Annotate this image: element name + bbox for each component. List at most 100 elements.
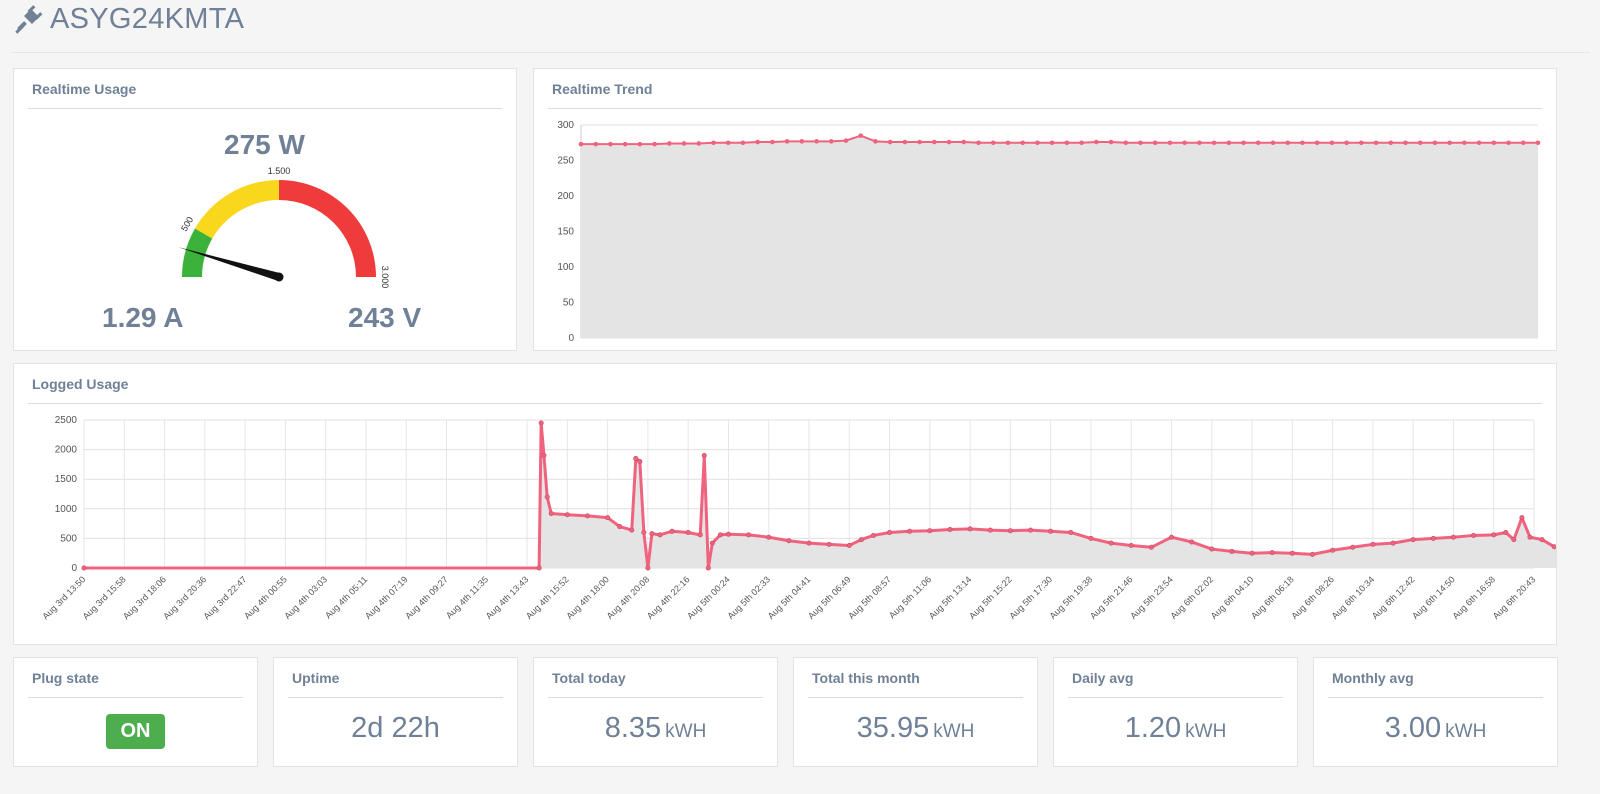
logged-point: [605, 515, 611, 521]
logged-point: [1539, 537, 1545, 543]
gauge-tick-label: 1.500: [268, 167, 291, 176]
trend-point: [608, 141, 613, 147]
trend-point: [1049, 140, 1055, 146]
trend-point: [873, 139, 878, 144]
trend-point: [946, 139, 952, 145]
logged-point: [766, 534, 772, 540]
total-month-panel: Total this month 35.95 kWH: [793, 657, 1038, 767]
trend-point: [622, 141, 628, 147]
trend-point: [1094, 139, 1099, 145]
trend-point: [1108, 139, 1114, 145]
trend-point: [1506, 140, 1511, 146]
logged-point: [1229, 548, 1235, 554]
trend-point: [902, 139, 908, 145]
logged-point: [1108, 540, 1114, 546]
trend-point: [990, 140, 996, 146]
x-tick-label: Aug 4th 09:27: [403, 574, 450, 621]
trend-point: [1138, 140, 1143, 146]
trend-point: [711, 140, 716, 146]
logged-point: [538, 420, 544, 426]
logged-point: [1350, 544, 1356, 550]
gauge-needle: [178, 247, 281, 281]
gauge-tick-label: 500: [179, 215, 195, 233]
trend-point: [593, 141, 599, 147]
logged-point: [927, 528, 933, 534]
logged-point: [987, 527, 993, 533]
trend-point: [1079, 140, 1084, 146]
daily-avg-panel: Daily avg 1.20 kWH: [1053, 657, 1298, 767]
logged-point: [697, 532, 703, 538]
logged-point: [584, 513, 590, 519]
y-tick-label: 0: [71, 563, 77, 574]
trend-point: [887, 139, 893, 145]
logged-point: [870, 532, 876, 538]
logged-point: [1309, 551, 1315, 557]
trend-point: [961, 139, 967, 145]
y-tick-label: 2500: [55, 415, 78, 426]
trend-point: [932, 139, 937, 145]
logged-usage-panel: Logged Usage Aug 3rd 13:50 Aug 3rd 15:58 A…: [13, 363, 1557, 645]
trend-point: [1211, 140, 1217, 146]
logged-point: [1503, 529, 1509, 535]
logged-point: [1048, 528, 1054, 534]
trend-point: [1359, 140, 1364, 146]
total-today-panel: Total today 8.35 kWH: [533, 657, 778, 767]
logged-point: [629, 527, 635, 533]
logged-point: [633, 455, 639, 461]
logged-point: [1189, 539, 1195, 545]
plug-state-toggle[interactable]: ON: [106, 714, 165, 749]
monthly-avg-value: 3.00 kWH: [1384, 712, 1487, 744]
logged-point: [536, 565, 542, 571]
logged-point: [548, 511, 554, 517]
logged-point: [887, 529, 893, 535]
logged-point: [705, 565, 711, 571]
page-header: ASYG24KMTA: [12, 0, 1590, 53]
trend-point: [843, 138, 849, 143]
trend-point: [1255, 140, 1261, 146]
plug-state-panel: Plug state ON: [13, 657, 258, 767]
panel-title: Plug state: [32, 670, 99, 686]
y-tick-label: 300: [557, 120, 574, 131]
realtime-trend-chart: 0 50 100 150 200 250 300: [557, 120, 1541, 344]
trend-point: [976, 140, 981, 146]
y-tick-label: 500: [60, 533, 77, 544]
trend-point: [667, 141, 672, 146]
logged-point: [826, 541, 832, 547]
logged-point: [1249, 550, 1255, 556]
daily-avg-value: 1.20 kWH: [1124, 712, 1227, 744]
panel-title: Realtime Trend: [552, 81, 653, 97]
logged-point: [645, 565, 651, 571]
logged-point: [1450, 534, 1456, 540]
logged-point: [641, 529, 647, 535]
trend-point: [858, 133, 864, 138]
logged-point: [1269, 550, 1275, 556]
logged-point: [541, 453, 547, 459]
logged-point: [725, 531, 731, 537]
uptime-panel: Uptime 2d 22h: [273, 657, 518, 767]
trend-point: [637, 141, 643, 147]
trend-point: [696, 141, 702, 146]
trend-area: [581, 135, 1538, 338]
y-tick-label: 200: [557, 191, 574, 202]
logged-point: [746, 532, 752, 538]
logged-point: [1551, 544, 1556, 550]
page-title: ASYG24KMTA: [50, 3, 245, 35]
trend-point: [1491, 140, 1497, 146]
power-gauge: 500 1.500 3.000: [178, 167, 390, 289]
logged-point: [1209, 546, 1215, 552]
trend-point: [725, 140, 731, 146]
trend-point: [1226, 140, 1232, 146]
gauge-needle-hub: [274, 272, 284, 282]
trend-point: [1417, 140, 1423, 146]
logged-point: [669, 528, 675, 534]
monthly-avg-panel: Monthly avg 3.00 kWH: [1313, 657, 1558, 767]
logged-point: [1491, 532, 1497, 538]
gauge-tick-label: 3.000: [380, 266, 390, 289]
trend-point: [1270, 140, 1276, 146]
uptime-value: 2d 22h: [351, 712, 440, 744]
trend-point: [1167, 140, 1173, 146]
logged-point: [1128, 543, 1134, 549]
trend-point: [1152, 140, 1158, 146]
y-tick-label: 100: [557, 262, 574, 273]
gauge-band-1: [194, 180, 279, 239]
